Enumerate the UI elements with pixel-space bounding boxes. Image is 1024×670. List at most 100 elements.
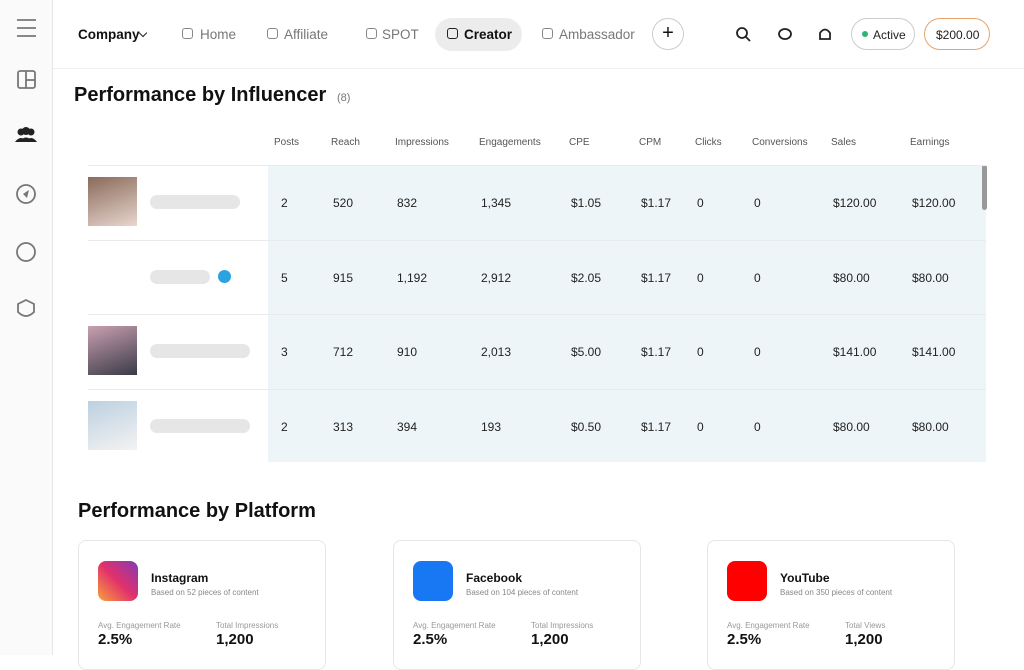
- column-header: Sales: [831, 137, 857, 148]
- column-header: Reach: [331, 137, 360, 148]
- nav-icon: [182, 28, 193, 39]
- table-cell: 394: [397, 419, 418, 434]
- platform-note: Based on 52 pieces of content: [151, 588, 259, 597]
- metric-value: 1,200: [531, 631, 569, 648]
- column-header: Earnings: [910, 137, 950, 148]
- metric-label: Avg. Engagement Rate: [98, 621, 181, 630]
- table-cell: 915: [333, 270, 354, 285]
- top-icons: [736, 27, 831, 42]
- table-cell: $1.17: [641, 270, 672, 285]
- top-bar: [53, 0, 1024, 69]
- section-title: Performance by Influencer: [74, 84, 327, 106]
- table-cell: $1.17: [641, 196, 672, 210]
- table-cell: 313: [333, 419, 354, 434]
- platform-card: [393, 540, 641, 670]
- metric-label: Avg. Engagement Rate: [413, 621, 496, 630]
- verified-badge: [218, 269, 231, 283]
- sidebar: [0, 0, 53, 655]
- badge-icon[interactable]: [17, 298, 35, 317]
- explore-icon[interactable]: [16, 184, 36, 204]
- nav-item[interactable]: SPOT: [382, 27, 419, 42]
- metric-label: Total Views: [845, 621, 886, 630]
- table-cell: 2,912: [481, 270, 512, 285]
- table-cell: $80.00: [912, 419, 949, 434]
- add-button[interactable]: +: [652, 18, 684, 50]
- table-cell: 2: [281, 196, 288, 210]
- table-cell: 520: [333, 196, 354, 210]
- platform-name: YouTube: [780, 571, 830, 585]
- avatar: [88, 251, 137, 301]
- metric-label: Total Impressions: [531, 621, 594, 630]
- platform-name: Facebook: [466, 571, 523, 585]
- creator-pill[interactable]: [435, 18, 522, 51]
- row-divider: [88, 314, 986, 315]
- metric-label: Total Impressions: [216, 621, 279, 630]
- metric-value: 1,200: [216, 631, 254, 648]
- platform-note: Based on 350 pieces of content: [780, 588, 893, 597]
- table-cell: $1.05: [571, 196, 602, 210]
- table-cell: 0: [754, 345, 761, 359]
- platform-card: [78, 540, 326, 670]
- table-cell: 0: [754, 196, 761, 210]
- table-cell: 0: [754, 419, 761, 434]
- table-cell: 910: [397, 345, 418, 359]
- spot-icon[interactable]: [16, 242, 36, 262]
- nav-item[interactable]: Ambassador: [559, 27, 635, 42]
- nav-icon: [447, 28, 458, 39]
- column-header: CPM: [639, 137, 662, 148]
- table-cell: $141.00: [912, 345, 956, 359]
- sidebar-icons: [15, 19, 37, 317]
- row-divider: [88, 239, 986, 241]
- nav-icon: [542, 28, 553, 39]
- bell-icon[interactable]: [819, 28, 831, 40]
- table-cell: $120.00: [833, 196, 877, 210]
- metric-value: 2.5%: [98, 631, 133, 648]
- metric-value: 1,200: [845, 631, 883, 648]
- avatar: [88, 326, 137, 375]
- nav-item[interactable]: Home: [200, 27, 237, 42]
- name-placeholder: [150, 269, 210, 284]
- platform-card: [707, 540, 955, 670]
- creators-icon[interactable]: [15, 127, 37, 142]
- avatar: [88, 177, 137, 226]
- metric-value: 2.5%: [413, 631, 448, 648]
- platform-icon: [727, 561, 767, 601]
- table-cell: 712: [333, 345, 354, 359]
- status-pill[interactable]: [851, 18, 915, 50]
- table-cell: $0.50: [571, 419, 602, 434]
- nav-item[interactable]: Creator: [464, 27, 513, 42]
- table-cell: 0: [754, 270, 761, 285]
- platform-name: Instagram: [151, 571, 209, 585]
- table-cell: $5.00: [571, 345, 602, 359]
- table-cell: 0: [697, 270, 704, 285]
- section-count: (8): [337, 92, 351, 104]
- name-placeholder: [150, 344, 250, 358]
- name-placeholder: [150, 195, 240, 209]
- table-cell: 193: [481, 419, 502, 434]
- column-header: CPE: [569, 137, 590, 148]
- balance-pill[interactable]: [924, 18, 990, 50]
- dashboard-icon[interactable]: [17, 70, 36, 89]
- platform-note: Based on 104 pieces of content: [466, 588, 579, 597]
- column-header: Conversions: [752, 137, 808, 148]
- name-placeholder: [150, 418, 250, 433]
- menu-icon[interactable]: [17, 19, 36, 37]
- table-cell: $120.00: [912, 196, 956, 210]
- balance-label: $200.00: [936, 28, 980, 42]
- table-cell: $80.00: [833, 419, 870, 434]
- nav-item[interactable]: Company: [78, 27, 140, 42]
- nav-icon: [267, 28, 278, 39]
- table-cell: $80.00: [833, 270, 870, 285]
- table-cell: $141.00: [833, 345, 877, 359]
- status-dot: [862, 31, 868, 37]
- column-header: Engagements: [479, 137, 541, 148]
- column-header: Impressions: [395, 137, 449, 148]
- search-icon[interactable]: [736, 27, 751, 42]
- chat-icon[interactable]: [778, 28, 792, 40]
- nav-item[interactable]: Affiliate: [284, 27, 329, 42]
- avatar: [88, 400, 137, 450]
- row-divider: [88, 165, 986, 166]
- table-cell: 0: [697, 419, 704, 434]
- table-cell: $1.17: [641, 345, 672, 359]
